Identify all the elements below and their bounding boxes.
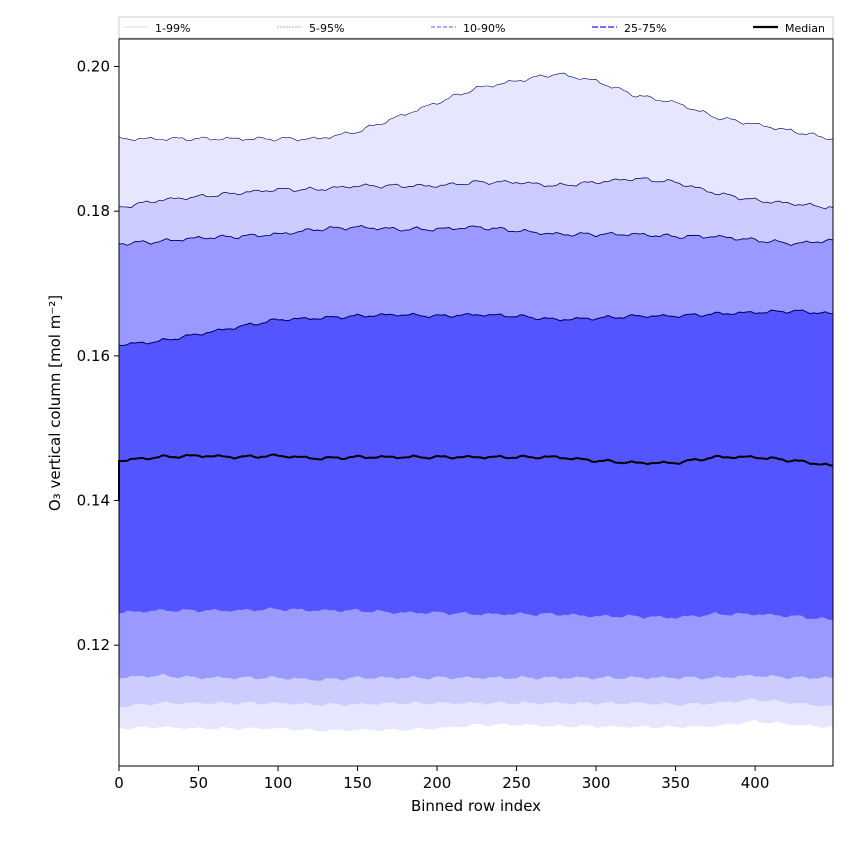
legend-label-25-75%: 25-75% xyxy=(624,22,666,35)
legend: 1-99% 5-95% 10-90% 25-75% Median xyxy=(118,16,834,39)
legend-label-1-99%: 1-99% xyxy=(155,22,190,35)
y-tick-label: 0.14 xyxy=(77,492,110,510)
legend-label-Median: Median xyxy=(785,22,825,35)
legend-box xyxy=(118,16,834,39)
x-tick-label: 300 xyxy=(582,774,611,792)
x-tick-label: 250 xyxy=(502,774,531,792)
x-tick-label: 350 xyxy=(661,774,690,792)
band-edge-layer xyxy=(118,72,834,347)
y-tick-label: 0.18 xyxy=(77,202,110,220)
x-axis-label: Binned row index xyxy=(411,797,541,815)
x-tick-label: 150 xyxy=(343,774,372,792)
x-tick-label: 50 xyxy=(189,774,208,792)
legend-label-5-95%: 5-95% xyxy=(309,22,344,35)
band-upper-edge-10-90% xyxy=(118,225,834,246)
band-layer xyxy=(119,73,833,732)
band-25-75% xyxy=(119,310,833,620)
y-axis-ticks: 0.12 0.14 0.16 0.18 0.20 xyxy=(77,57,119,654)
legend-label-10-90%: 10-90% xyxy=(463,22,505,35)
y-tick-label: 0.20 xyxy=(77,57,110,75)
band-upper-edge-1-99% xyxy=(118,72,834,142)
median-line xyxy=(118,453,834,501)
median-layer xyxy=(118,453,834,501)
band-upper-edge-5-95% xyxy=(118,177,834,210)
x-tick-label: 200 xyxy=(423,774,452,792)
x-axis-ticks: 0 50 100 150 200 250 300 350 400 xyxy=(114,766,769,792)
y-axis-label: O₃ vertical column [mol m⁻²] xyxy=(46,295,64,511)
x-tick-label: 0 xyxy=(114,774,124,792)
y-tick-label: 0.16 xyxy=(77,347,110,365)
x-tick-label: 400 xyxy=(741,774,770,792)
x-tick-label: 100 xyxy=(264,774,293,792)
band-upper-edge-25-75% xyxy=(118,309,834,347)
y-tick-label: 0.12 xyxy=(77,636,110,654)
plot-frame xyxy=(118,38,834,767)
